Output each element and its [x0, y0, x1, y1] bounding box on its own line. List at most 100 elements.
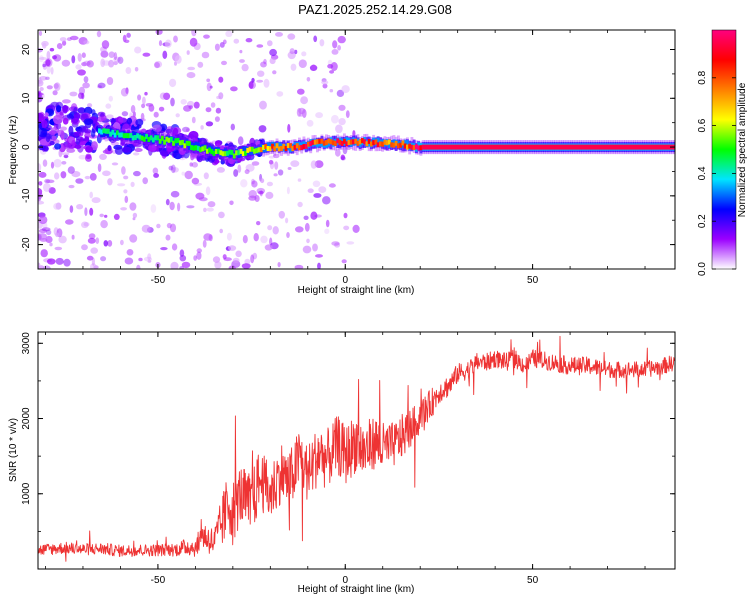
spectrogram-noise-blob [120, 207, 127, 211]
spectrogram-ridge-segment [268, 146, 272, 152]
spectrogram-noise-blob [175, 113, 180, 118]
spectrogram-ridge-segment [583, 144, 587, 150]
spectrogram-noise-blob [290, 63, 297, 71]
spectrogram-noise-blob [99, 213, 104, 218]
spectrogram-noise-blob [97, 85, 102, 89]
spectrogram-noise-blob [106, 114, 114, 119]
spectrogram-noise-blob [278, 210, 285, 219]
spectrogram-noise-blob [130, 105, 136, 114]
spectrogram-cluster-blob [220, 159, 225, 165]
spectrogram-noise-blob [260, 61, 267, 68]
colorbar-tick-label: 0.0 [697, 262, 708, 276]
spectrogram-ridge-segment [626, 144, 630, 150]
spectrogram-noise-blob [202, 239, 207, 248]
spectrogram-noise-blob [38, 215, 48, 225]
spectrogram-noise-blob [285, 217, 289, 224]
spectrogram-ridge-segment [558, 144, 562, 150]
spectrogram-ridge-segment [136, 133, 140, 139]
spectrogram-noise-blob [319, 39, 325, 47]
y-tick-label: 0 [21, 144, 32, 150]
spectrogram-noise-blob [95, 237, 100, 244]
spectrogram-noise-blob [41, 227, 51, 232]
spectrogram-noise-blob [273, 153, 280, 159]
spectrogram-ridge-segment [376, 137, 380, 145]
spectrogram-ridge-segment [241, 151, 245, 157]
spectrogram-noise-blob [81, 221, 89, 229]
spectrogram-noise-blob [103, 240, 109, 247]
spectrogram-ridge-segment [666, 144, 670, 150]
spectrogram-y-axis-label: Frequency (Hz) [8, 116, 19, 185]
spectrogram-noise-blob [263, 58, 267, 65]
spectrogram-ridge-segment [349, 139, 353, 145]
spectrogram-noise-blob [186, 205, 195, 209]
spectrogram-noise-blob [258, 190, 264, 195]
spectrogram-noise-blob [189, 162, 193, 167]
spectrogram-noise-blob [38, 181, 43, 186]
spectrogram-noise-blob [172, 167, 179, 173]
spectrogram-noise-blob [306, 119, 314, 127]
spectrogram-ridge-segment [329, 139, 333, 145]
spectrogram-noise-blob [173, 35, 178, 43]
spectrogram-noise-blob [251, 178, 255, 185]
spectrogram-noise-blob [77, 69, 86, 76]
spectrogram-noise-blob [88, 233, 96, 240]
spectrogram-noise-blob [104, 214, 108, 218]
spectrogram-ridge-segment [111, 129, 115, 135]
spectrogram-ridge-segment [122, 133, 126, 139]
spectrogram-noise-blob [179, 255, 187, 262]
spectrogram-noise-blob [141, 224, 151, 233]
y-tick-label: 20 [21, 44, 32, 56]
spectrogram-cluster-blob [160, 150, 169, 157]
spectrogram-noise-blob [60, 126, 67, 131]
spectrogram-ridge-segment [507, 144, 510, 150]
spectrogram-ridge-segment [129, 132, 133, 138]
spectrogram-x-ticks: -50 0 50 [45, 30, 646, 286]
spectrogram-ridge-segment [486, 144, 490, 150]
spectrogram-noise-blob [222, 39, 227, 45]
spectrogram-frame [37, 29, 676, 270]
spectrogram-cluster-blob [51, 135, 57, 142]
spectrogram-ridge-segment [397, 143, 400, 149]
spectrogram-noise-blob [106, 77, 114, 85]
spectrogram-ridge-segment [621, 144, 625, 150]
spectrogram-noise-blob [113, 213, 120, 220]
spectrogram-noise-blob [269, 57, 276, 65]
spectrogram-ridge-segment [174, 138, 178, 144]
spectrogram-ridge-segment [597, 144, 600, 150]
spectrogram-ridge-segment [196, 145, 200, 151]
spectrogram-ridge-segment [140, 135, 144, 141]
spectrogram-noise-blob [266, 181, 273, 187]
spectrogram-ridge-segment [653, 144, 657, 150]
spectrogram-noise-blob [55, 257, 64, 265]
spectrogram-noise-blob [124, 257, 134, 265]
spectrogram-ridge-segment [106, 130, 110, 138]
spectrogram-ridge-segment [401, 140, 405, 146]
spectrogram-ridge-segment [109, 131, 113, 137]
spectrogram-ridge-segment [259, 147, 263, 153]
spectrogram-cluster-blob [85, 146, 94, 153]
spectrogram-noise-blob [39, 57, 48, 60]
spectrogram-ridge-segment [374, 139, 378, 145]
spectrogram-cluster-blob [83, 118, 94, 125]
spectrogram-ridge-segment [552, 144, 555, 150]
spectrogram-noise-blob [193, 255, 198, 261]
spectrogram-noise-blob [105, 103, 112, 109]
spectrogram-noise-blob [38, 80, 43, 84]
spectrogram-noise-blob [53, 203, 61, 210]
spectrogram-ridge-segment [149, 135, 153, 141]
spectrogram-noise-blob [39, 76, 48, 81]
spectrogram-ridge-segment [327, 138, 331, 144]
spectrogram-ridge-segment [102, 128, 106, 134]
spectrogram-ridge-segment [444, 144, 448, 150]
spectrogram-cluster-blob [90, 128, 96, 138]
spectrogram-noise-blob [107, 240, 113, 247]
spectrogram-ridge-segment [113, 132, 117, 138]
spectrogram-ridge-segment [183, 143, 187, 149]
spectrogram-noise-blob [203, 233, 213, 241]
spectrogram-noise-blob [186, 50, 190, 55]
spectrogram-ridge-segment [219, 150, 223, 156]
spectrogram-cluster-blob [148, 144, 157, 152]
spectrogram-noise-blob [331, 114, 339, 124]
spectrogram-noise-blob [307, 188, 314, 193]
spectrogram-noise-blob [45, 235, 53, 244]
